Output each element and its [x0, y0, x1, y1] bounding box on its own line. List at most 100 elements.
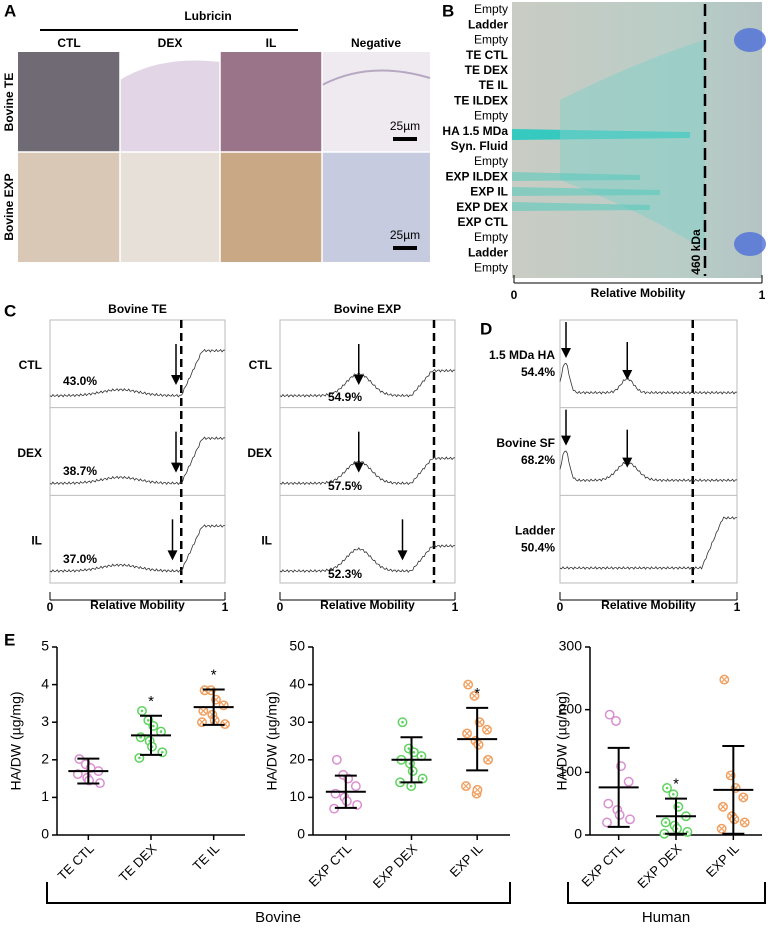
- x-tick-label: 0: [277, 600, 284, 614]
- panel-label: D: [480, 319, 492, 338]
- percent-label: 57.5%: [328, 479, 362, 493]
- percent-label: 54.4%: [521, 365, 555, 379]
- error-bar: [607, 746, 630, 828]
- trace: [279, 368, 456, 398]
- percent-label: 52.3%: [328, 567, 362, 581]
- y-tick-label: 3: [41, 713, 49, 729]
- data-point: [719, 674, 730, 685]
- y-tick-label: 10: [289, 788, 305, 804]
- data-point: [417, 773, 428, 784]
- marker-cross: [720, 676, 728, 684]
- scale-bar-label: 25µm: [390, 119, 420, 133]
- y-tick-label: 50: [289, 638, 305, 654]
- arrow-head: [353, 375, 364, 385]
- data-point: [137, 705, 147, 716]
- row-label: CTL: [19, 358, 42, 372]
- marker-label: 460 kDa: [689, 229, 703, 275]
- percent-label: 37.0%: [63, 552, 97, 566]
- column-label: CTL: [57, 36, 80, 50]
- column-label: DEX: [158, 36, 183, 50]
- y-tick-label: 5: [41, 638, 49, 654]
- marker-dot: [161, 750, 164, 754]
- marker-dot: [401, 720, 404, 724]
- error-bar: [665, 797, 687, 835]
- y-axis-title: HA/DW (µg/mg): [8, 691, 24, 790]
- trace: [49, 524, 226, 573]
- marker-ring: [604, 709, 615, 720]
- data-point: [407, 766, 418, 777]
- marker-ring: [623, 776, 634, 787]
- data-point: [473, 739, 484, 750]
- y-tick-label: 200: [559, 700, 583, 716]
- x-axis-title: Relative Mobility: [601, 598, 696, 612]
- y-tick-label: 300: [559, 638, 583, 654]
- error-bar: [466, 706, 489, 772]
- y-tick-label: 30: [289, 713, 305, 729]
- x-tick-label: 0: [47, 600, 54, 614]
- percent-label: 38.7%: [63, 464, 97, 478]
- percent-label: 68.2%: [521, 453, 555, 467]
- percent-label: 43.0%: [63, 374, 97, 388]
- panel-label: E: [4, 630, 15, 649]
- trace: [559, 450, 738, 483]
- row-label: Bovine EXP: [2, 173, 16, 240]
- group-bracket: [46, 882, 766, 904]
- data-point: [483, 754, 494, 765]
- lane-label: TE IL: [479, 78, 508, 92]
- lane-label: HA 1.5 MDa: [442, 124, 508, 138]
- trace: [279, 544, 456, 573]
- lane-label: Empty: [474, 109, 508, 123]
- x-tick-label: 1: [222, 600, 229, 614]
- data-point: [463, 679, 474, 690]
- lane-label: Empty: [474, 261, 508, 275]
- data-point: [625, 814, 635, 825]
- row-label: Ladder: [515, 524, 555, 538]
- marker-cross: [221, 720, 229, 728]
- column-title: Bovine EXP: [334, 302, 401, 316]
- arrow-head: [397, 550, 408, 561]
- x-tick-label: EXP IL: [703, 841, 742, 880]
- data-point: [462, 728, 473, 739]
- marker-cross: [741, 819, 749, 826]
- column-label: Negative: [351, 36, 401, 50]
- data-point: [604, 709, 615, 720]
- marker-cross: [718, 825, 726, 833]
- row-label: IL: [31, 534, 42, 548]
- column-title: Bovine TE: [108, 302, 167, 316]
- row-label: Bovine TE: [2, 73, 16, 132]
- group-label: Bovine: [255, 909, 301, 926]
- marker-dot: [686, 830, 689, 834]
- trace: [49, 436, 226, 486]
- marker-dot: [672, 792, 675, 796]
- y-tick-label: 2: [41, 751, 49, 767]
- y-axis-title: HA/DW (µg/mg): [264, 691, 280, 790]
- x-tick-label: TE IL: [190, 841, 223, 874]
- panel-label: A: [4, 1, 16, 20]
- lane-label: TE DEX: [465, 63, 508, 77]
- x-tick-label: EXP DEX: [370, 841, 421, 892]
- marker-dot: [663, 832, 666, 836]
- marker-dot: [412, 750, 416, 754]
- x-tick-label: TE DEX: [116, 841, 160, 885]
- trace: [279, 456, 456, 486]
- data-point: [660, 817, 671, 828]
- data-point: [611, 715, 621, 726]
- lane-label: EXP CTL: [458, 215, 508, 229]
- gel-image: [512, 2, 766, 278]
- group-label: Lubricin: [184, 9, 231, 23]
- y-tick-label: 0: [41, 826, 49, 842]
- trace: [559, 516, 738, 570]
- marker-cross: [719, 803, 727, 811]
- error-bar: [140, 714, 162, 756]
- x-tick-label: 1: [452, 600, 459, 614]
- x-axis-title: Relative Mobility: [90, 598, 185, 612]
- y-tick-label: 0: [297, 826, 305, 842]
- data-point: [218, 700, 229, 711]
- lane-label: TE CTL: [466, 48, 508, 62]
- significance-label: *: [148, 693, 154, 710]
- significance-label: *: [474, 685, 480, 702]
- marker-ring: [602, 817, 612, 828]
- row-label: DEX: [17, 446, 42, 460]
- data-point: [350, 781, 361, 792]
